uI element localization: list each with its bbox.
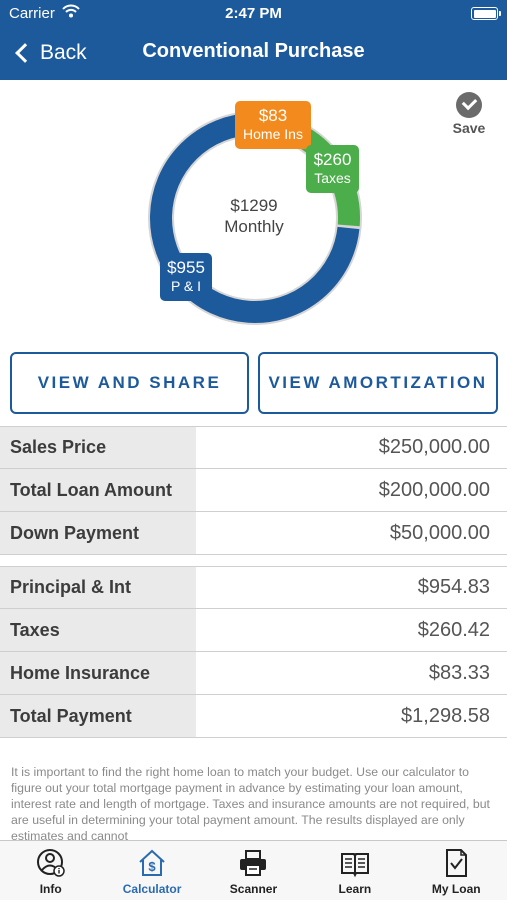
info-person-icon: [36, 849, 65, 877]
disclaimer-text: It is important to find the right home l…: [11, 765, 490, 840]
tab-label: Scanner: [229, 882, 278, 896]
view-and-share-button[interactable]: VIEW AND SHARE: [10, 352, 249, 414]
status-bar: Carrier 2:47 PM: [0, 0, 507, 28]
row-value: $200,000.00: [378, 478, 490, 501]
tab-label: Info: [39, 882, 62, 896]
page-title: Conventional Purchase: [142, 40, 365, 62]
row-label: Sales Price: [0, 427, 196, 468]
donut-center-text: $1299 Monthly: [179, 195, 329, 237]
save-label: Save: [452, 120, 486, 136]
taxes-badge: $260 Taxes: [306, 145, 359, 193]
row-label: Down Payment: [0, 512, 196, 554]
row-label: Home Insurance: [0, 652, 196, 694]
row-value: $250,000.00: [378, 436, 490, 458]
tab-calculator[interactable]: $ Calculator: [101, 841, 202, 900]
tab-label: My Loan: [431, 882, 481, 896]
back-label: Back: [40, 41, 87, 64]
row-value: $260.42: [417, 618, 490, 641]
taxes-label: Taxes: [314, 170, 351, 186]
tab-my-loan[interactable]: My Loan: [406, 841, 507, 900]
wifi-icon: [62, 4, 80, 22]
row-value: $954.83: [417, 576, 490, 598]
tab-label: Calculator: [122, 882, 182, 896]
carrier-label: Carrier: [9, 5, 55, 22]
loan-summary-table: Sales Price $250,000.00 Total Loan Amoun…: [0, 426, 507, 555]
table-row: Total Loan Amount $200,000.00: [0, 469, 507, 512]
pi-amount: $955: [167, 258, 205, 277]
table-row: Total Payment $1,298.58: [0, 695, 507, 738]
save-button[interactable]: Save: [448, 92, 490, 136]
monthly-label: Monthly: [224, 217, 284, 236]
row-value: $50,000.00: [389, 521, 490, 544]
tab-bar: Info $ Calculator Scanner Learn: [0, 840, 507, 900]
book-icon: [340, 853, 369, 878]
table-row: Sales Price $250,000.00: [0, 426, 507, 469]
taxes-amount: $260: [313, 150, 352, 169]
battery-icon: [471, 7, 501, 20]
tab-info[interactable]: Info: [0, 841, 101, 900]
svg-text:$: $: [148, 859, 156, 874]
nav-header: Carrier 2:47 PM Back Conventional Purcha…: [0, 0, 507, 80]
row-label: Principal & Int: [0, 567, 196, 608]
view-amortization-button[interactable]: VIEW AMORTIZATION: [258, 352, 498, 414]
printer-icon: [240, 850, 267, 876]
home-ins-amount: $83: [258, 106, 288, 125]
row-label: Taxes: [0, 609, 196, 651]
home-ins-label: Home Ins: [243, 126, 303, 142]
status-time: 2:47 PM: [225, 5, 282, 22]
pi-label: P & I: [170, 278, 202, 294]
house-dollar-icon: $: [139, 849, 165, 876]
row-value: $83.33: [428, 661, 490, 684]
table-row: Down Payment $50,000.00: [0, 512, 507, 555]
pi-badge: $955 P & I: [160, 253, 212, 301]
home-ins-badge: $83 Home Ins: [235, 101, 311, 149]
table-row: Home Insurance $83.33: [0, 652, 507, 695]
table-row: Principal & Int $954.83: [0, 566, 507, 609]
document-check-icon: [446, 849, 468, 877]
payment-summary-table: Principal & Int $954.83 Taxes $260.42 Ho…: [0, 566, 507, 738]
row-label: Total Payment: [0, 695, 196, 737]
row-value: $1,298.58: [401, 704, 490, 727]
monthly-amount: $1299: [230, 196, 278, 215]
tab-scanner[interactable]: Scanner: [203, 841, 304, 900]
row-label: Total Loan Amount: [0, 469, 196, 511]
back-button[interactable]: Back: [12, 38, 87, 68]
table-row: Taxes $260.42: [0, 609, 507, 652]
checkmark-circle-icon: [456, 92, 482, 118]
tab-learn[interactable]: Learn: [304, 841, 405, 900]
tab-label: Learn: [338, 882, 372, 896]
